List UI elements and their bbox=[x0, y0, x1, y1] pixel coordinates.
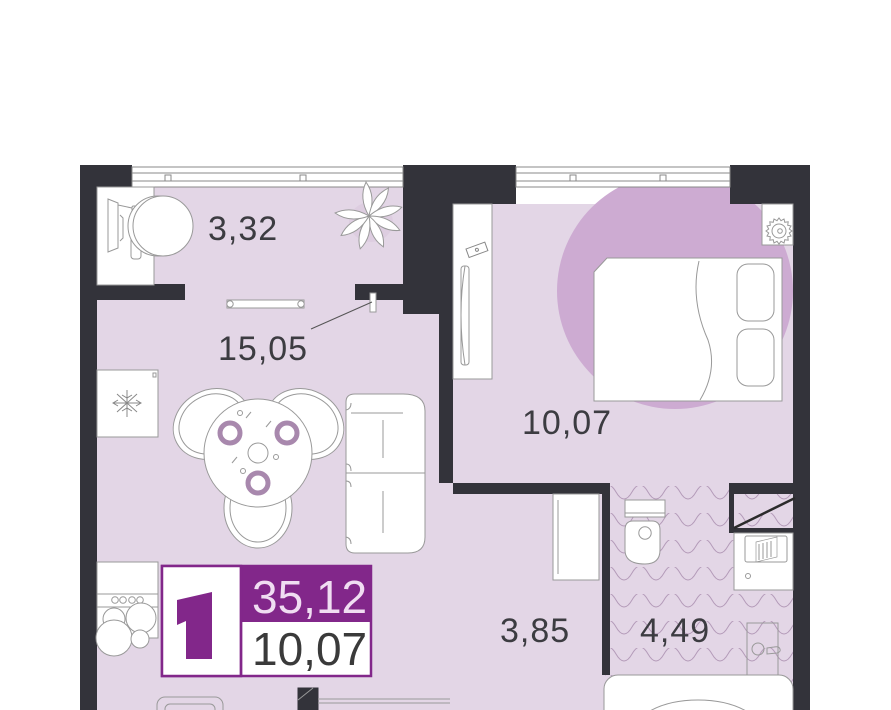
svg-text:10,07: 10,07 bbox=[252, 623, 367, 675]
svg-text:4,49: 4,49 bbox=[640, 612, 710, 650]
svg-text:3,32: 3,32 bbox=[208, 210, 278, 248]
svg-text:3,85: 3,85 bbox=[500, 612, 570, 650]
svg-text:35,12: 35,12 bbox=[252, 571, 367, 623]
svg-text:10,07: 10,07 bbox=[522, 404, 612, 442]
svg-text:15,05: 15,05 bbox=[218, 330, 308, 368]
